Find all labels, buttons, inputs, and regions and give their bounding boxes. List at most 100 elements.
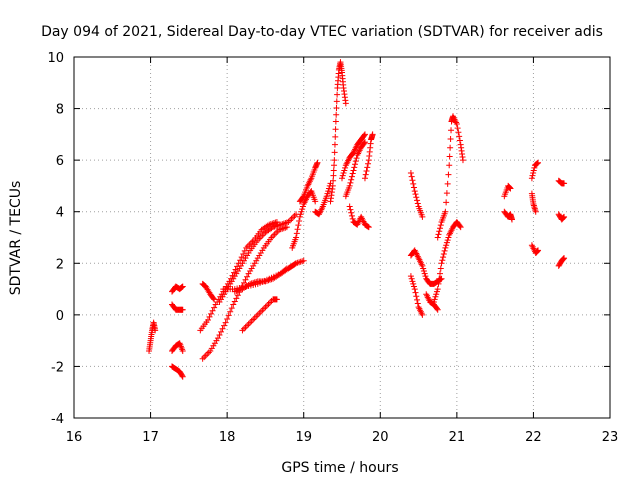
data-point — [445, 172, 451, 178]
data-point — [273, 230, 279, 236]
data-point — [201, 354, 207, 360]
data-point — [232, 298, 238, 304]
data-point — [220, 326, 226, 332]
data-point — [413, 191, 419, 197]
data-point — [440, 254, 446, 260]
data-point — [365, 161, 371, 167]
data-point — [244, 274, 250, 280]
data-point — [301, 258, 307, 264]
data-point — [334, 98, 340, 104]
data-point — [410, 181, 416, 187]
y-axis-label: SDTVAR / TECUs — [8, 181, 24, 296]
data-point — [445, 181, 451, 187]
data-point — [435, 231, 441, 237]
data-point — [288, 216, 294, 222]
y-tick-label: 8 — [56, 103, 64, 118]
data-point — [439, 260, 445, 266]
data-point — [439, 257, 445, 263]
data-point — [331, 157, 337, 163]
data-point — [229, 305, 235, 311]
data-point — [204, 351, 210, 357]
data-point — [413, 194, 419, 200]
data-point — [415, 301, 421, 307]
axes — [74, 57, 610, 418]
data-point — [348, 210, 354, 216]
data-point — [252, 315, 258, 321]
data-point — [272, 231, 278, 237]
data-point — [442, 248, 448, 254]
data-point — [408, 170, 414, 176]
data-point — [239, 327, 245, 333]
data-point — [243, 277, 249, 283]
data-point — [218, 329, 224, 335]
data-point — [333, 105, 339, 111]
data-point — [414, 197, 420, 203]
data-point — [413, 293, 419, 299]
data-point — [331, 167, 337, 173]
data-point — [203, 353, 209, 359]
data-point — [244, 323, 250, 329]
data-point — [230, 302, 236, 308]
data-point — [350, 171, 356, 177]
y-tick-label: 0 — [56, 309, 64, 324]
data-point — [211, 305, 217, 311]
data-point — [446, 162, 452, 168]
data-point — [443, 199, 449, 205]
data-point — [409, 174, 415, 180]
data-point — [455, 125, 461, 131]
data-point — [412, 188, 418, 194]
data-point — [448, 136, 454, 142]
data-point — [267, 299, 273, 305]
x-tick-label: 19 — [295, 430, 312, 445]
data-point — [298, 259, 304, 265]
data-point — [441, 251, 447, 257]
data-point — [460, 157, 466, 163]
data-point — [208, 311, 214, 317]
data-point — [438, 265, 444, 271]
data-point — [255, 312, 261, 318]
data-point — [256, 310, 262, 316]
data-point — [241, 326, 247, 332]
data-point — [223, 320, 229, 326]
data-point — [347, 180, 353, 186]
data-point — [285, 219, 291, 225]
y-tick-label: -2 — [51, 360, 64, 375]
data-point — [259, 307, 265, 313]
data-point — [447, 154, 453, 160]
data-point — [455, 129, 461, 135]
data-point — [438, 222, 444, 228]
data-point — [294, 230, 300, 236]
data-point — [200, 356, 206, 362]
x-tick-label: 20 — [372, 430, 389, 445]
data-point — [414, 297, 420, 303]
data-point — [363, 172, 369, 178]
data-point — [258, 309, 264, 315]
data-point — [343, 100, 349, 106]
data-point — [265, 301, 271, 307]
data-point — [351, 164, 357, 170]
data-point — [437, 225, 443, 231]
data-point — [347, 207, 353, 213]
data-point — [353, 158, 359, 164]
data-point — [332, 142, 338, 148]
data-point — [249, 318, 255, 324]
data-point — [332, 134, 338, 140]
data-point — [206, 350, 212, 356]
y-tick-label: -4 — [51, 412, 64, 427]
x-tick-label: 17 — [142, 430, 159, 445]
data-point — [292, 213, 298, 219]
data-point — [295, 226, 301, 232]
data-point — [221, 323, 227, 329]
chart-figure: 1617181920212223-4-20246810 Day 094 of 2… — [0, 0, 640, 480]
x-tick-label: 21 — [449, 430, 466, 445]
plot-border — [74, 57, 610, 418]
y-tick-label: 2 — [56, 257, 64, 272]
data-point — [207, 314, 213, 320]
data-point — [349, 213, 355, 219]
data-point — [299, 258, 305, 264]
y-tick-label: 10 — [47, 51, 64, 66]
data-point — [210, 308, 216, 314]
data-point — [247, 320, 253, 326]
x-tick-label: 16 — [66, 430, 83, 445]
data-point — [457, 138, 463, 144]
